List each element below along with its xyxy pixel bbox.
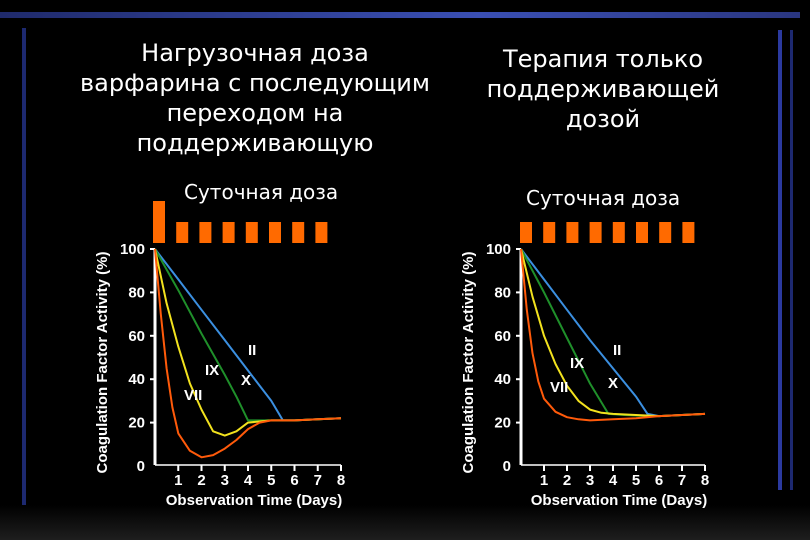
x-tick-label: 3 <box>221 472 229 489</box>
series-label-vii: VII <box>184 387 202 404</box>
right-accent-bar <box>778 30 782 490</box>
y-tick-label: 0 <box>137 458 145 475</box>
y-tick-label: 80 <box>494 284 511 301</box>
daily-dose-label-left: Суточная доза <box>184 180 339 204</box>
series-label-ii: II <box>613 342 621 359</box>
daily-dose-block <box>199 222 212 243</box>
x-tick-label: 1 <box>540 472 548 489</box>
x-tick-label: 1 <box>174 472 182 489</box>
series-line-ii <box>154 248 342 422</box>
series-label-ii: II <box>248 342 256 359</box>
daily-dose-block <box>543 222 556 243</box>
x-tick-label: 7 <box>314 472 322 489</box>
y-tick-label: 40 <box>128 371 145 388</box>
x-tick-label: 5 <box>267 472 275 489</box>
x-tick-label: 4 <box>244 472 253 489</box>
daily-dose-block <box>566 222 579 243</box>
title-loading-dose: Нагрузочная доза варфарина с последующим… <box>80 39 430 157</box>
x-tick-label: 6 <box>655 472 663 489</box>
daily-dose-block <box>153 201 165 243</box>
x-tick-label: 7 <box>678 472 686 489</box>
daily-dose-block <box>636 222 648 243</box>
x-tick-label: 8 <box>701 472 709 489</box>
y-axis-label: Coagulation Factor Activity (%) <box>460 252 477 474</box>
x-axis-label: Observation Time (Days) <box>531 492 707 509</box>
x-tick-label: 2 <box>563 472 571 489</box>
x-tick-label: 8 <box>337 472 345 489</box>
daily-dose-block <box>222 222 235 243</box>
series-label-ix: IX <box>205 362 219 379</box>
chart-right: 0 20 40 60 80 100 1 2 3 4 5 6 7 8 Observation Time (Da… <box>460 222 709 509</box>
series-label-x: X <box>608 375 618 392</box>
right-accent-bar-thin <box>790 30 793 490</box>
series-label-ix: IX <box>570 355 584 372</box>
daily-dose-block <box>612 222 625 243</box>
y-tick-label: 20 <box>494 415 511 432</box>
series-label-vii: VII <box>550 379 568 396</box>
top-accent-bar <box>0 12 800 18</box>
series-label-x: X <box>241 372 251 389</box>
y-tick-label: 100 <box>120 241 145 258</box>
daily-dose-block <box>292 222 305 243</box>
y-tick-label: 80 <box>128 284 145 301</box>
y-tick-label: 20 <box>128 415 145 432</box>
daily-dose-block <box>269 222 281 243</box>
x-tick-label: 6 <box>290 472 298 489</box>
daily-dose-block <box>520 222 532 243</box>
y-tick-label: 100 <box>486 241 511 258</box>
daily-dose-block <box>659 222 672 243</box>
y-axis-label: Coagulation Factor Activity (%) <box>94 252 111 474</box>
series-line-x <box>154 248 342 422</box>
daily-dose-block <box>589 222 602 243</box>
chart-left: 0 20 40 60 80 100 1 2 3 4 5 6 7 8 Observation Time (Da… <box>94 201 345 509</box>
series-line-vii <box>154 248 342 459</box>
series-line-vii <box>520 248 706 422</box>
x-tick-label: 5 <box>632 472 640 489</box>
daily-dose-block <box>245 222 258 243</box>
bottom-fade <box>0 505 810 540</box>
daily-dose-block <box>315 222 328 243</box>
y-tick-label: 0 <box>503 458 511 475</box>
daily-dose-block <box>682 222 695 243</box>
x-axis-label: Observation Time (Days) <box>166 492 342 509</box>
title-maintenance-only: Терапия только поддерживающей дозой <box>486 45 720 133</box>
daily-dose-label-right: Суточная доза <box>526 186 681 210</box>
x-tick-label: 4 <box>609 472 618 489</box>
y-tick-label: 60 <box>494 328 511 345</box>
daily-dose-block <box>176 222 189 243</box>
y-tick-label: 60 <box>128 328 145 345</box>
x-tick-label: 3 <box>586 472 594 489</box>
y-tick-label: 40 <box>494 371 511 388</box>
x-tick-label: 2 <box>197 472 205 489</box>
left-accent-bar <box>22 28 26 508</box>
